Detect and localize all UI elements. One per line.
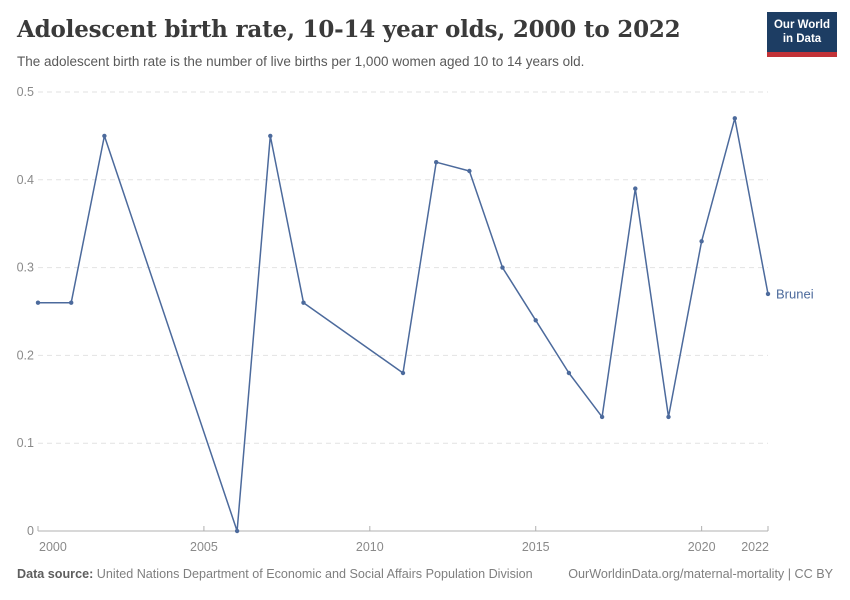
data-point-marker[interactable] [35,300,41,305]
data-point-marker[interactable] [234,528,240,534]
data-point-marker[interactable] [765,291,771,297]
data-point-marker[interactable] [69,300,74,305]
data-point-marker[interactable] [533,318,538,323]
series-line[interactable] [37,117,769,532]
data-source-label: Data source: [17,567,94,581]
data-point-marker[interactable] [301,300,306,305]
data-point-marker[interactable] [467,168,472,174]
x-axis-label: 2010 [356,540,384,554]
attribution: OurWorldinData.org/maternal-mortality | … [568,567,833,581]
y-axis-label: 0.5 [17,85,34,99]
data-point-marker[interactable] [699,239,704,244]
data-source-text: United Nations Department of Economic an… [93,567,533,581]
data-point-marker[interactable] [500,265,505,270]
owid-logo-line2: in Data [782,33,822,45]
y-axis-label: 0.1 [17,436,34,450]
data-point-marker[interactable] [566,370,572,376]
data-point-marker[interactable] [732,116,737,121]
y-axis-label: 0.2 [17,348,34,362]
y-axis-label: 0.4 [17,173,34,187]
x-axis-label: 2022 [741,540,769,554]
chart-subtitle: The adolescent birth rate is the number … [17,54,585,69]
x-axis-label: 2015 [522,540,550,554]
y-axis-label: 0 [27,524,34,538]
chart-title: Adolescent birth rate, 10-14 year olds, … [17,16,681,43]
data-point-marker[interactable] [400,370,406,376]
data-point-marker[interactable] [599,414,605,420]
data-point-marker[interactable] [434,160,439,165]
owid-logo[interactable]: Our World in Data [767,12,837,57]
data-point-marker[interactable] [666,414,671,420]
data-point-marker[interactable] [268,133,273,139]
x-axis-label: 2000 [39,540,67,554]
data-source: Data source: United Nations Department o… [17,567,533,581]
entity-label[interactable]: Brunei [776,286,814,301]
data-point-marker[interactable] [633,186,638,191]
y-axis-label: 0.3 [17,261,34,275]
x-axis-label: 2005 [190,540,218,554]
x-axis-label: 2020 [688,540,716,554]
owid-logo-line1: Our World [773,19,830,31]
data-point-marker[interactable] [102,133,107,139]
